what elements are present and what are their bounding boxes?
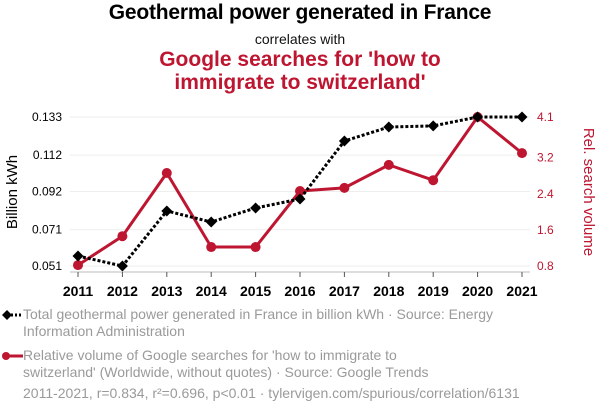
y-tick-label-left: 0.133 [32, 110, 62, 124]
series-searches-point [428, 175, 439, 186]
series-geothermal-point [383, 121, 395, 133]
series-searches-point [161, 167, 172, 178]
series-searches-point [73, 260, 83, 271]
series-geothermal-point [427, 120, 439, 132]
series-geothermal [72, 111, 528, 272]
y-tick-label-left: 0.092 [32, 185, 62, 199]
legend-item-searches: Relative volume of Google searches for '… [2, 347, 583, 381]
series-geothermal-point [338, 135, 350, 147]
chart-title-secondary: Google searches for 'how to immigrate to… [0, 48, 600, 94]
y-tick-label-right: 1.6 [537, 223, 554, 237]
x-tick-label: 2013 [151, 283, 182, 299]
x-tick-label: 2019 [418, 283, 449, 299]
y-tick-label-right: 3.2 [537, 151, 554, 165]
series-searches-point [517, 148, 527, 159]
series-geothermal-point [205, 216, 217, 228]
title2-line2: immigrate to switzerland' [174, 71, 426, 94]
y-tick-label-left: 0.051 [32, 259, 62, 273]
chart-title: Geothermal power generated in France [108, 1, 492, 24]
series-searches-point [117, 231, 128, 242]
y-tick-label-right: 4.1 [537, 110, 554, 124]
series-geothermal-point [294, 193, 306, 205]
chart-subtitle: correlates with [254, 31, 346, 47]
y-tick-label-left: 0.071 [32, 223, 62, 237]
x-tick-labels: 2011 2012 2013 2014 2015 2016 2017 2018 2019 2020… [63, 283, 538, 299]
y-tick-labels-right: 4.1 3.2 2.4 1.6 0.8 [537, 110, 554, 273]
legend-label-searches-1: Relative volume of Google searches for '… [23, 347, 397, 363]
x-tick-label: 2018 [373, 283, 404, 299]
series-searches-point [250, 242, 261, 253]
legend-label-searches-2: switzerland' (Worldwide, without quotes)… [23, 364, 429, 380]
x-tick-label: 2017 [329, 283, 360, 299]
legend-label-geothermal-2: Information Administration [23, 323, 185, 339]
y-tick-label-left: 0.112 [33, 148, 62, 162]
x-tick-label: 2012 [107, 283, 138, 299]
x-tick-label: 2011 [63, 283, 94, 299]
title2-line1: Google searches for 'how to [159, 48, 441, 71]
y-tick-label-right: 0.8 [537, 259, 554, 273]
series-searches-point [206, 242, 217, 253]
dotted-diamond-legend-icon [2, 310, 23, 320]
series-geothermal-point [116, 260, 128, 272]
legend-label-geothermal-1: Total geothermal power generated in Fran… [23, 306, 494, 322]
series-geothermal-point [72, 250, 84, 262]
circle-line-legend-icon [2, 352, 23, 360]
x-tick-label: 2021 [506, 283, 537, 299]
axes [70, 271, 530, 277]
x-tick-label: 2016 [284, 283, 315, 299]
y-tick-labels-left: 0.133 0.112 0.092 0.071 0.051 [32, 110, 62, 273]
footer-stats: 2011-2021, r=0.834, r²=0.696, p<0.01 · t… [23, 385, 520, 401]
y-axis-title-left: Billion kWh [4, 155, 21, 229]
x-tick-label: 2015 [240, 283, 271, 299]
series-geothermal-point [516, 111, 528, 123]
y-axis-title-right: Rel. search volume [580, 128, 597, 256]
legend-item-geothermal: Total geothermal power generated in Fran… [2, 306, 583, 340]
series-geothermal-point [161, 205, 173, 217]
series-searches-point [339, 182, 350, 193]
series-searches-point [295, 186, 305, 197]
series-geothermal-point [250, 202, 262, 214]
x-tick-label: 2020 [462, 283, 493, 299]
x-tick-label: 2014 [196, 283, 227, 299]
chart-plot: 0.133 0.112 0.092 0.071 0.051 4.1 3.2 2.4 1.6 0.… [4, 110, 597, 299]
y-tick-label-right: 2.4 [537, 187, 554, 201]
series-geothermal-line [77, 115, 522, 268]
series-geothermal-point [472, 111, 484, 123]
series-searches-point [383, 159, 394, 170]
